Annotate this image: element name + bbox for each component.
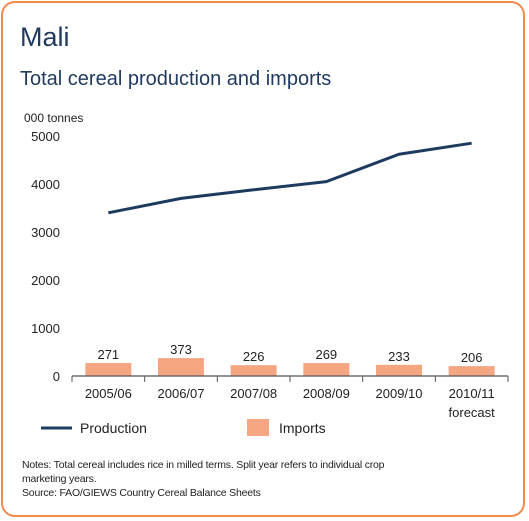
y-axis-unit-label: 000 tonnes bbox=[24, 111, 83, 125]
country-title: Mali bbox=[20, 22, 70, 52]
x-tick-label: 2008/09 bbox=[303, 386, 350, 401]
imports-data-label: 271 bbox=[97, 347, 119, 362]
notes-line-2: marketing years. bbox=[22, 473, 97, 485]
imports-data-label: 226 bbox=[243, 349, 265, 364]
imports-bar bbox=[448, 366, 495, 376]
y-tick-label: 5000 bbox=[31, 129, 60, 144]
imports-bar bbox=[230, 365, 277, 376]
x-tick-label: 2007/08 bbox=[230, 386, 277, 401]
legend: Production Imports bbox=[41, 419, 326, 436]
chart-title: Total cereal production and imports bbox=[20, 68, 332, 90]
y-ticks: 0 1000 2000 3000 4000 5000 bbox=[31, 129, 60, 384]
y-tick-label: 0 bbox=[53, 369, 60, 384]
y-tick-label: 4000 bbox=[31, 177, 60, 192]
x-tick-label: 2006/07 bbox=[158, 386, 205, 401]
legend-imports-swatch bbox=[247, 419, 269, 436]
imports-bar bbox=[158, 358, 204, 376]
x-tick-label: 2010/11 bbox=[449, 386, 495, 401]
x-tick-label: 2009/10 bbox=[376, 386, 423, 401]
x-tick-label: 2005/06 bbox=[85, 386, 132, 401]
imports-data-labels: 271 373 226 269 233 206 bbox=[97, 342, 482, 365]
source-line: Source: FAO/GIEWS Country Cereal Balance… bbox=[22, 487, 261, 499]
y-tick-label: 3000 bbox=[31, 225, 60, 240]
imports-data-label: 206 bbox=[461, 350, 483, 365]
notes: Notes: Total cereal includes rice in mil… bbox=[22, 458, 512, 500]
imports-bar bbox=[303, 363, 350, 376]
x-tick-label: forecast bbox=[449, 405, 496, 420]
imports-data-label: 233 bbox=[388, 349, 410, 364]
imports-bars bbox=[85, 358, 495, 376]
y-tick-label: 2000 bbox=[31, 273, 60, 288]
notes-line-1: Notes: Total cereal includes rice in mil… bbox=[22, 459, 385, 471]
imports-data-label: 373 bbox=[170, 342, 192, 357]
imports-data-label: 269 bbox=[315, 347, 337, 362]
imports-bar bbox=[85, 362, 132, 376]
legend-production-label: Production bbox=[80, 420, 147, 436]
production-line bbox=[108, 141, 472, 215]
x-ticks: 2005/06 2006/07 2007/08 2008/09 2009/10 2010/… bbox=[71, 376, 509, 420]
imports-bar bbox=[376, 364, 422, 376]
y-tick-label: 1000 bbox=[31, 321, 60, 336]
legend-imports-label: Imports bbox=[279, 420, 326, 436]
